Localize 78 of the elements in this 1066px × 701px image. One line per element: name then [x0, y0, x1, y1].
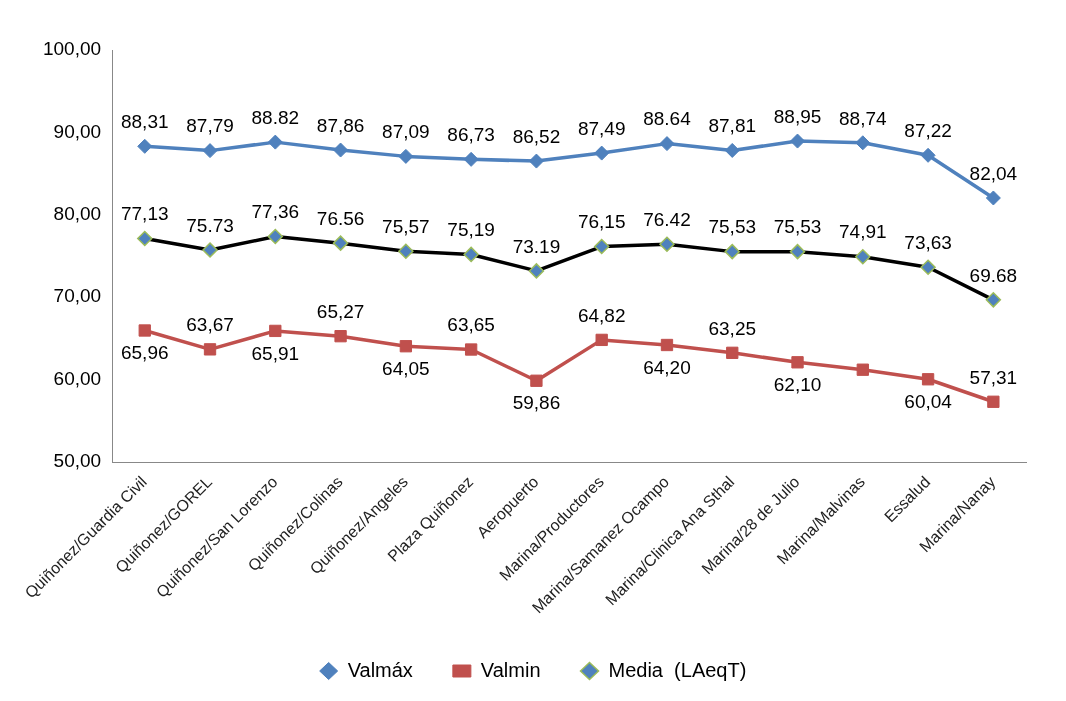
data-label: 75.73	[186, 214, 234, 236]
data-label: 75,53	[708, 216, 757, 238]
data-label: 57,31	[969, 366, 1018, 388]
data-label: 64,20	[643, 356, 691, 378]
data-label: 87,79	[186, 115, 234, 137]
legend-label: Valmáx	[347, 658, 413, 681]
point	[790, 133, 806, 149]
point	[921, 373, 935, 386]
point	[399, 340, 413, 353]
point	[528, 153, 544, 169]
data-label: 82,04	[969, 162, 1018, 184]
data-label: 86,73	[447, 124, 495, 146]
point	[334, 330, 347, 343]
y-tick-label: 70,00	[53, 285, 102, 307]
data-label: 73,63	[904, 232, 952, 254]
data-label: 74,91	[839, 221, 887, 243]
point	[333, 142, 349, 158]
data-label: 59,86	[512, 392, 561, 414]
point	[855, 135, 871, 151]
legend-label: Media (LAeqT)	[608, 658, 747, 681]
data-label: 87,86	[316, 114, 365, 136]
point	[726, 346, 739, 359]
data-label: 88,95	[773, 105, 822, 127]
data-label: 75,57	[382, 216, 430, 238]
point	[987, 395, 1000, 408]
point	[595, 333, 608, 347]
y-tick-label: 50,00	[53, 450, 102, 472]
data-label: 87,49	[577, 117, 626, 139]
point	[530, 374, 543, 387]
point	[659, 136, 675, 152]
data-label: 62,10	[773, 374, 822, 396]
data-label: 63,65	[447, 314, 495, 336]
point	[594, 145, 610, 161]
point	[203, 343, 217, 356]
data-label: 64,05	[382, 357, 430, 379]
point	[856, 363, 869, 376]
data-label: 69.68	[969, 264, 1018, 286]
point	[724, 142, 740, 158]
data-label: 76,15	[577, 211, 626, 233]
legend-label: Valmin	[480, 658, 541, 681]
data-label: 65,96	[120, 342, 169, 364]
y-tick-label: 90,00	[53, 120, 102, 142]
point	[137, 138, 153, 154]
data-label: 60,04	[904, 391, 953, 413]
point	[920, 147, 936, 163]
data-label: 63,67	[186, 314, 234, 336]
data-label: 86,52	[512, 125, 561, 147]
point	[138, 324, 151, 337]
point	[267, 134, 283, 150]
data-label: 77,36	[251, 201, 300, 223]
data-label: 63,25	[708, 317, 757, 339]
data-label: 73.19	[512, 235, 561, 257]
point	[660, 338, 674, 352]
y-tick-label: 100,00	[42, 38, 102, 60]
point	[791, 356, 804, 369]
data-label: 64,82	[577, 304, 626, 326]
data-label: 88.64	[643, 108, 692, 130]
data-label: 76.42	[643, 209, 691, 231]
data-label: 75,53	[773, 216, 822, 238]
data-label: 87,22	[904, 120, 952, 142]
y-tick-label: 60,00	[53, 367, 102, 389]
y-tick-label: 80,00	[53, 203, 102, 225]
point	[464, 343, 478, 356]
data-label: 65,27	[316, 300, 365, 322]
data-label: 65,91	[251, 342, 300, 364]
point	[463, 151, 479, 167]
data-label: 88,31	[120, 111, 169, 133]
data-label: 88.82	[251, 106, 300, 128]
data-label: 76.56	[316, 207, 365, 229]
point	[398, 148, 414, 164]
data-label: 87,81	[708, 115, 757, 137]
data-label: 75,19	[447, 219, 495, 241]
point	[985, 190, 1001, 206]
point	[269, 324, 282, 338]
point	[202, 143, 218, 159]
data-label: 77,13	[120, 203, 169, 225]
data-label: 88,74	[839, 107, 888, 129]
data-label: 87,09	[382, 121, 430, 143]
